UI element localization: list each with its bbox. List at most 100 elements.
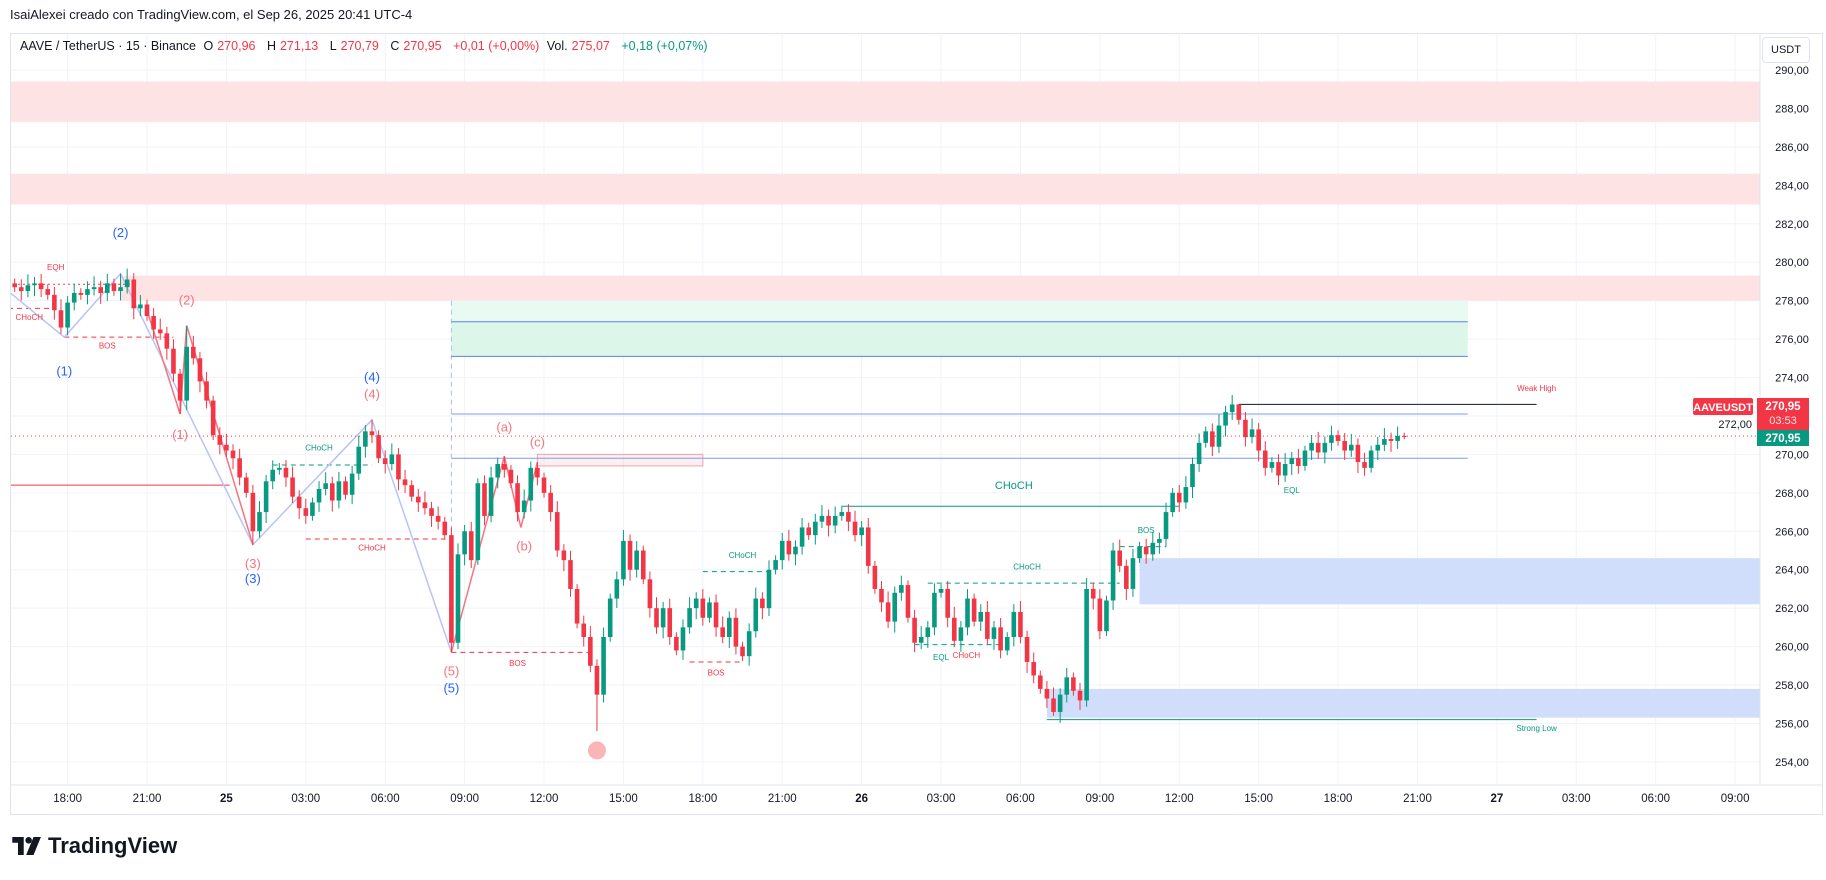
candle[interactable]: [1223, 405, 1228, 437]
candle[interactable]: [654, 597, 659, 634]
candle[interactable]: [78, 288, 84, 300]
candle[interactable]: [1256, 423, 1261, 462]
candle[interactable]: [296, 490, 302, 520]
candle[interactable]: [1011, 604, 1017, 647]
candle[interactable]: [905, 580, 911, 623]
candle[interactable]: [1388, 432, 1394, 452]
candle[interactable]: [601, 627, 606, 703]
candle[interactable]: [58, 299, 64, 334]
candle[interactable]: [541, 472, 547, 498]
candle[interactable]: [224, 433, 229, 457]
candle[interactable]: [879, 581, 884, 612]
candle[interactable]: [1355, 438, 1361, 474]
candle[interactable]: [389, 443, 395, 471]
candle[interactable]: [938, 584, 944, 598]
candle[interactable]: [1229, 395, 1235, 420]
candle[interactable]: [1031, 652, 1036, 684]
candle[interactable]: [985, 601, 990, 646]
candle[interactable]: [1302, 445, 1308, 471]
candle[interactable]: [468, 521, 474, 568]
candle[interactable]: [945, 581, 950, 628]
candle[interactable]: [667, 598, 673, 645]
candle[interactable]: [184, 325, 190, 411]
candle[interactable]: [1309, 434, 1314, 460]
candle[interactable]: [918, 626, 924, 650]
candle[interactable]: [1262, 441, 1268, 476]
wave-line[interactable]: [146, 310, 254, 545]
candle[interactable]: [1315, 431, 1321, 459]
candle[interactable]: [766, 560, 772, 617]
candle[interactable]: [965, 589, 970, 636]
candle[interactable]: [932, 583, 937, 636]
candle[interactable]: [1117, 539, 1123, 573]
candle[interactable]: [1382, 428, 1387, 452]
candle[interactable]: [382, 450, 388, 474]
candle[interactable]: [733, 608, 739, 655]
candle[interactable]: [1124, 559, 1129, 600]
candle[interactable]: [495, 457, 501, 489]
candle[interactable]: [1249, 418, 1255, 444]
candle[interactable]: [177, 368, 183, 415]
candle[interactable]: [1368, 445, 1374, 473]
candle[interactable]: [839, 506, 845, 521]
candle[interactable]: [865, 518, 871, 574]
candle[interactable]: [1322, 436, 1328, 464]
candle[interactable]: [846, 504, 851, 532]
candle[interactable]: [548, 484, 553, 522]
candle[interactable]: [799, 518, 805, 555]
candle[interactable]: [1401, 432, 1407, 440]
candle[interactable]: [852, 510, 858, 542]
candle[interactable]: [1210, 423, 1215, 457]
supply-zone[interactable]: [1, 173, 1760, 205]
candle[interactable]: [1236, 404, 1242, 425]
candle[interactable]: [951, 606, 957, 648]
candle[interactable]: [118, 273, 123, 301]
candle[interactable]: [151, 308, 156, 339]
candle[interactable]: [71, 283, 77, 311]
candle[interactable]: [627, 534, 633, 581]
candle[interactable]: [442, 516, 448, 540]
candle[interactable]: [707, 597, 712, 623]
candle[interactable]: [554, 501, 560, 557]
candle[interactable]: [634, 541, 639, 578]
candle[interactable]: [462, 524, 467, 566]
candle[interactable]: [124, 268, 130, 294]
candle[interactable]: [343, 476, 348, 500]
candle[interactable]: [588, 626, 593, 673]
candle[interactable]: [396, 448, 401, 491]
candle[interactable]: [515, 475, 520, 522]
candle[interactable]: [1243, 411, 1248, 447]
candle[interactable]: [409, 480, 414, 502]
candle[interactable]: [614, 571, 620, 608]
candle[interactable]: [1163, 502, 1169, 547]
candle[interactable]: [1269, 457, 1275, 473]
candle[interactable]: [806, 522, 812, 540]
candle[interactable]: [1143, 538, 1149, 564]
candle[interactable]: [1097, 589, 1103, 640]
candle[interactable]: [270, 460, 276, 490]
candle[interactable]: [85, 281, 90, 305]
candle[interactable]: [1276, 454, 1281, 485]
candle[interactable]: [1157, 532, 1162, 554]
candle[interactable]: [574, 584, 580, 629]
candle[interactable]: [1004, 632, 1010, 656]
candle[interactable]: [793, 540, 798, 566]
candle[interactable]: [1071, 672, 1076, 696]
supply-zone[interactable]: [1, 81, 1760, 122]
candle[interactable]: [1024, 630, 1030, 673]
candle[interactable]: [18, 279, 24, 301]
candle[interactable]: [277, 463, 282, 475]
candle[interactable]: [885, 591, 891, 628]
candle[interactable]: [429, 501, 434, 527]
candle[interactable]: [197, 351, 203, 393]
candle[interactable]: [475, 478, 481, 565]
candle[interactable]: [488, 466, 494, 523]
candle[interactable]: [329, 476, 335, 512]
candle[interactable]: [1329, 425, 1334, 451]
candle[interactable]: [1150, 531, 1156, 561]
candle[interactable]: [250, 484, 256, 545]
candle[interactable]: [356, 435, 362, 480]
candle[interactable]: [674, 632, 679, 656]
candle[interactable]: [826, 509, 831, 537]
